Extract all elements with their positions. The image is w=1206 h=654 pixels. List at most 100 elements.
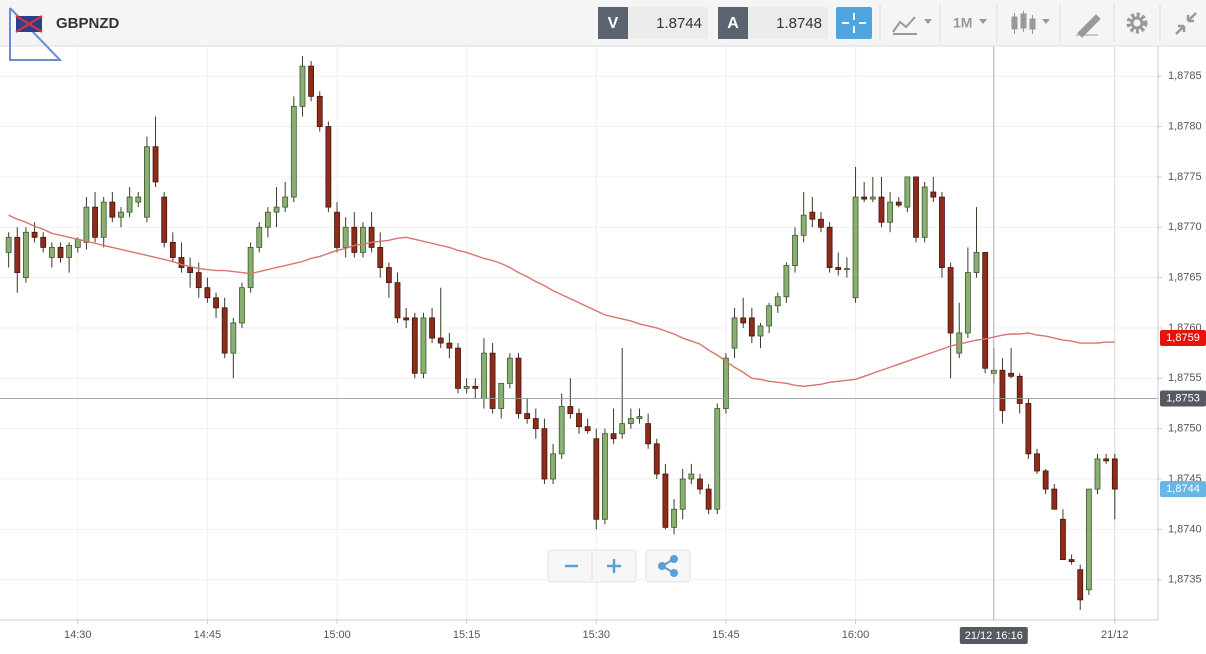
candle-body: [230, 322, 237, 354]
dropdown-arrow: [979, 19, 987, 24]
candle-body: [999, 369, 1006, 411]
sell-price-box[interactable]: [628, 7, 708, 39]
price-label: 1,8759: [1166, 332, 1200, 344]
candle-body: [939, 196, 945, 268]
candle-body: [429, 317, 435, 339]
candle-body: [264, 211, 271, 228]
x-tick-label: 15:30: [583, 629, 611, 641]
candle-body: [843, 268, 850, 270]
y-tick-label: 1,8770: [1168, 221, 1202, 233]
candle-body: [118, 211, 124, 218]
sell-price: 1.8744: [656, 15, 702, 32]
chart-type-icon[interactable]: [892, 16, 917, 35]
candle-body: [757, 325, 764, 337]
price-label: 1,8744: [1166, 483, 1200, 495]
candle-body: [645, 423, 652, 445]
candle-body: [23, 231, 29, 279]
candle-body: [705, 488, 712, 510]
share-button[interactable]: [658, 555, 678, 577]
candle-body: [403, 317, 410, 321]
zoom-in-button[interactable]: [607, 559, 621, 573]
candle-body: [437, 337, 444, 344]
x-tick-label: 15:45: [712, 629, 740, 641]
candle-body: [826, 226, 833, 268]
candle-body: [342, 226, 349, 248]
candle-body: [316, 95, 323, 127]
drawing-icon[interactable]: [1076, 14, 1101, 38]
candle-body: [57, 247, 64, 258]
candle-body: [411, 317, 418, 374]
candle-body: [740, 317, 747, 324]
candle-body: [152, 146, 159, 183]
candle-body: [66, 244, 73, 258]
crosshair-y-box: [1160, 390, 1206, 407]
sell-button[interactable]: [598, 7, 628, 39]
candle-body: [818, 218, 824, 228]
candle-body: [835, 267, 842, 270]
candle-body: [377, 247, 384, 268]
candle-body: [887, 201, 894, 223]
crosshair-y-label: 1,8753: [1166, 392, 1200, 404]
candle-body: [558, 406, 565, 455]
dropdown-arrow: [924, 19, 932, 24]
candle-body: [1025, 403, 1032, 455]
candle-body: [290, 106, 297, 198]
candle-body: [878, 196, 885, 223]
candle-type-icon[interactable]: [1011, 11, 1036, 34]
candle-body: [48, 247, 55, 258]
candle-body: [576, 413, 582, 428]
candle-body: [541, 428, 548, 480]
candle-body: [385, 267, 392, 284]
candle-body: [14, 236, 21, 273]
grid: [0, 46, 1158, 620]
candle-body: [299, 65, 306, 107]
candle-body: [1060, 518, 1066, 560]
settings-icon[interactable]: [1126, 12, 1148, 34]
candle-body: [74, 238, 81, 248]
shrink-icon[interactable]: [1175, 12, 1197, 35]
candle-body: [602, 433, 608, 520]
logo-triangle: [9, 7, 63, 61]
candle-body: [481, 352, 487, 399]
crosshair-x-box: [959, 627, 1028, 644]
candle-body: [351, 226, 358, 253]
candle-body: [584, 426, 591, 432]
candle-body: [247, 247, 254, 289]
candle-body: [524, 413, 531, 419]
candle-body: [792, 234, 798, 266]
y-tick-label: 1,8785: [1168, 70, 1202, 82]
candle-body: [1068, 559, 1075, 562]
candle-body: [550, 453, 556, 480]
candle-body: [921, 186, 928, 238]
candle-body: [627, 418, 634, 425]
y-tick-label: 1,8750: [1168, 423, 1202, 435]
candle-body: [610, 433, 617, 440]
candle-body: [169, 241, 176, 258]
candle-body: [178, 257, 185, 268]
crosshair-button[interactable]: [836, 7, 872, 39]
candle-body: [420, 317, 427, 374]
candle-body: [766, 305, 773, 327]
timeframe[interactable]: 1M: [953, 15, 972, 31]
candle-body: [861, 196, 868, 200]
candle-body: [913, 176, 919, 238]
candle-body: [809, 211, 816, 220]
candle-body: [161, 196, 168, 243]
buy-button[interactable]: [718, 7, 748, 39]
candle-body: [895, 201, 902, 206]
candle-body: [256, 226, 263, 248]
candle-body: [489, 352, 496, 409]
candle-body: [135, 196, 142, 203]
candle-body: [714, 408, 721, 510]
price-label-box: [1160, 330, 1206, 347]
candle-body: [31, 231, 38, 238]
candle-body: [982, 252, 989, 369]
buy-price-box[interactable]: [748, 7, 828, 39]
candle-body: [195, 272, 202, 289]
x-tick-label: 15:15: [453, 629, 481, 641]
candle-body: [144, 146, 150, 218]
candle-body: [187, 267, 194, 273]
candle-body: [947, 267, 954, 334]
candle-body: [109, 201, 116, 218]
